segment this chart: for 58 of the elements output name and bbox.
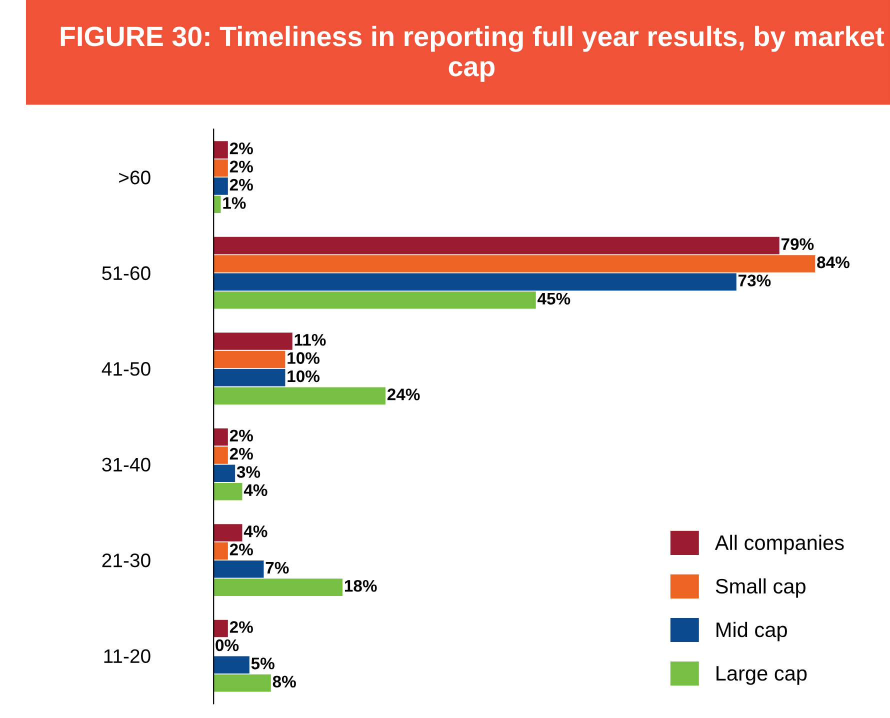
y-tick-label: >60 bbox=[119, 170, 150, 184]
data-label: 2% bbox=[230, 178, 253, 191]
bar bbox=[214, 291, 536, 309]
data-label: 2% bbox=[230, 448, 253, 460]
bar bbox=[214, 428, 228, 446]
legend-label: Small cap bbox=[716, 578, 806, 598]
y-tick-label: 11-20 bbox=[104, 649, 150, 664]
chart-title: FIGURE 30: Timeliness in reporting full year results, by market cap bbox=[60, 26, 884, 82]
bar bbox=[214, 524, 242, 542]
data-label: 84% bbox=[817, 256, 850, 268]
bar bbox=[214, 178, 228, 195]
legend-label: All companies bbox=[714, 534, 844, 554]
bar bbox=[214, 255, 816, 272]
y-tick-label: 21-30 bbox=[102, 554, 150, 568]
bar bbox=[214, 542, 228, 560]
data-label: 7% bbox=[266, 562, 289, 574]
data-label: 2% bbox=[230, 142, 253, 154]
data-label: 0% bbox=[216, 639, 239, 652]
y-tick-label: 41-50 bbox=[102, 362, 150, 376]
bar bbox=[214, 464, 236, 482]
bar bbox=[214, 236, 780, 254]
data-label: 18% bbox=[344, 580, 377, 592]
data-label: 5% bbox=[251, 658, 274, 670]
bar bbox=[214, 674, 271, 692]
data-label: 79% bbox=[781, 238, 814, 250]
bar bbox=[214, 446, 228, 464]
data-label: 24% bbox=[387, 388, 420, 400]
bar bbox=[214, 273, 736, 291]
bar bbox=[214, 332, 292, 350]
bar bbox=[214, 560, 264, 578]
bar bbox=[214, 159, 228, 177]
bar bbox=[214, 350, 286, 368]
legend-label: Mid cap bbox=[716, 622, 787, 642]
bar bbox=[214, 369, 286, 386]
data-label: 8% bbox=[272, 676, 296, 688]
data-label: 45% bbox=[538, 292, 570, 305]
y-tick-label: 51-60 bbox=[102, 266, 150, 280]
bar bbox=[214, 482, 242, 500]
data-label: 2% bbox=[230, 544, 253, 556]
data-label: 4% bbox=[244, 484, 268, 496]
bar bbox=[214, 196, 221, 214]
legend-label: Large cap bbox=[716, 666, 807, 685]
data-label: 10% bbox=[288, 370, 320, 382]
bar bbox=[214, 656, 250, 674]
bar bbox=[214, 387, 386, 404]
data-label: 3% bbox=[236, 466, 260, 478]
data-label: 10% bbox=[288, 352, 320, 364]
data-label: 4% bbox=[244, 525, 268, 538]
data-label: 73% bbox=[738, 274, 771, 286]
data-label: 2% bbox=[230, 621, 253, 633]
data-label: 2% bbox=[230, 160, 253, 172]
y-tick-label: 31-40 bbox=[102, 458, 150, 472]
bar bbox=[214, 141, 228, 158]
bar bbox=[214, 620, 228, 638]
data-label: 1% bbox=[223, 197, 246, 209]
bar bbox=[214, 578, 343, 596]
data-label: 11% bbox=[294, 334, 326, 346]
data-label: 2% bbox=[230, 430, 253, 442]
